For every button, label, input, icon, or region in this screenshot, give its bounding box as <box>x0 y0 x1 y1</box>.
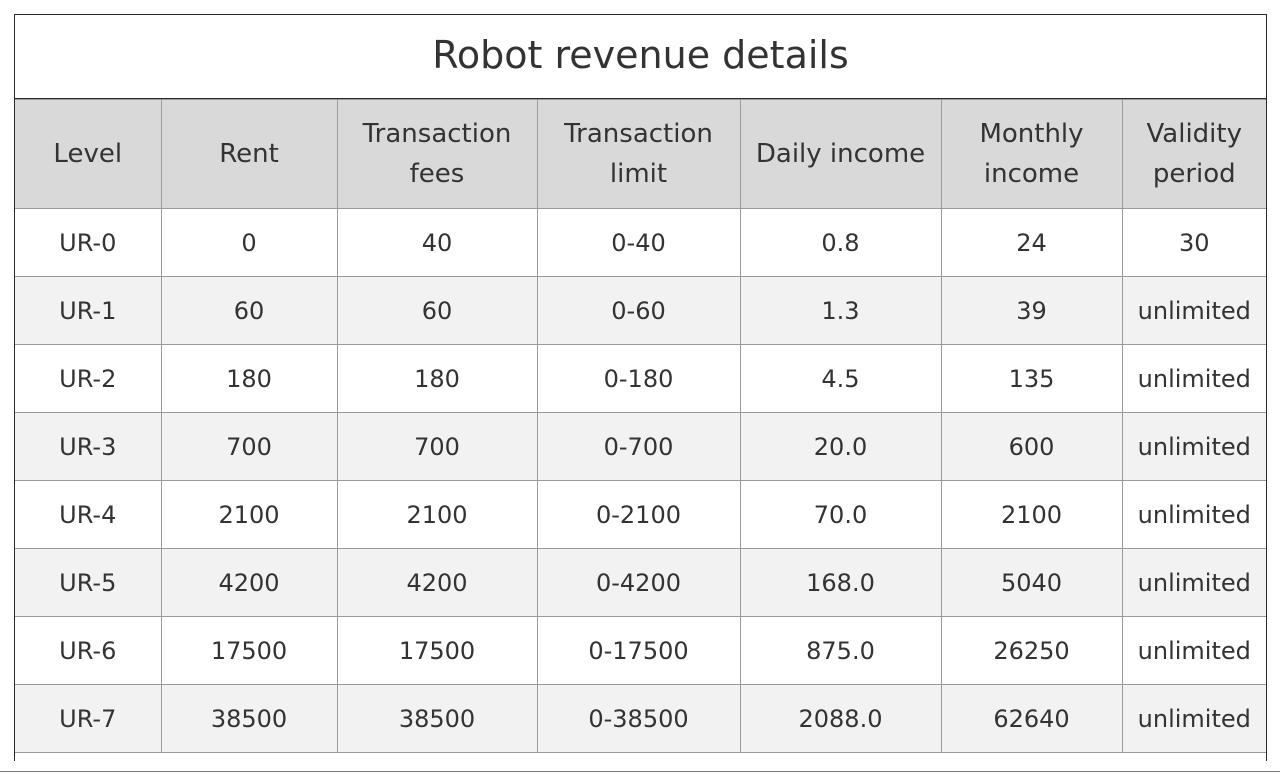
cell-validity-period: unlimited <box>1121 548 1266 617</box>
cell-validity-period: unlimited <box>1121 480 1266 549</box>
cell-monthly-income: 600 <box>940 412 1123 481</box>
column-header-rent: Rent <box>160 99 338 209</box>
cell-monthly-income: 135 <box>940 344 1123 413</box>
table-row: UR-3 700 700 0-700 20.0 600 unlimited <box>15 412 1266 481</box>
cell-validity-period: 30 <box>1121 208 1266 277</box>
cell-level: UR-1 <box>15 276 162 345</box>
cell-transaction-fees: 700 <box>336 412 538 481</box>
cell-transaction-fees: 60 <box>336 276 538 345</box>
cell-transaction-limit: 0-40 <box>536 208 741 277</box>
cell-daily-income: 2088.0 <box>739 684 942 753</box>
cell-daily-income: 70.0 <box>739 480 942 549</box>
cell-transaction-limit: 0-2100 <box>536 480 741 549</box>
column-header-transaction-limit: Transaction limit <box>536 99 741 209</box>
cell-rent: 17500 <box>160 616 338 685</box>
cell-level: UR-3 <box>15 412 162 481</box>
cell-daily-income: 1.3 <box>739 276 942 345</box>
cell-level: UR-6 <box>15 616 162 685</box>
cell-transaction-fees: 40 <box>336 208 538 277</box>
header-row: Level Rent Transaction fees Transaction … <box>15 99 1266 209</box>
cell-transaction-fees: 38500 <box>336 684 538 753</box>
cell-transaction-fees: 2100 <box>336 480 538 549</box>
column-header-daily-income: Daily income <box>739 99 942 209</box>
revenue-table: Level Rent Transaction fees Transaction … <box>15 99 1266 753</box>
column-header-level: Level <box>15 99 162 209</box>
cell-level: UR-2 <box>15 344 162 413</box>
cell-validity-period: unlimited <box>1121 684 1266 753</box>
cell-transaction-limit: 0-38500 <box>536 684 741 753</box>
bottom-divider <box>0 771 1280 772</box>
cell-daily-income: 0.8 <box>739 208 942 277</box>
table-body: UR-0 0 40 0-40 0.8 24 30 UR-1 60 60 0-60 1.3 39 unlim… <box>15 208 1266 753</box>
cell-monthly-income: 39 <box>940 276 1123 345</box>
cell-rent: 4200 <box>160 548 338 617</box>
table-title: Robot revenue details <box>15 15 1266 99</box>
cell-level: UR-5 <box>15 548 162 617</box>
cell-transaction-limit: 0-180 <box>536 344 741 413</box>
cell-daily-income: 20.0 <box>739 412 942 481</box>
cell-rent: 60 <box>160 276 338 345</box>
cell-daily-income: 4.5 <box>739 344 942 413</box>
cell-monthly-income: 2100 <box>940 480 1123 549</box>
cell-level: UR-4 <box>15 480 162 549</box>
cell-level: UR-0 <box>15 208 162 277</box>
cell-rent: 38500 <box>160 684 338 753</box>
cell-transaction-limit: 0-700 <box>536 412 741 481</box>
table-row: UR-0 0 40 0-40 0.8 24 30 <box>15 208 1266 277</box>
cell-validity-period: unlimited <box>1121 344 1266 413</box>
cell-rent: 0 <box>160 208 338 277</box>
cell-validity-period: unlimited <box>1121 412 1266 481</box>
cell-rent: 700 <box>160 412 338 481</box>
table-row: UR-7 38500 38500 0-38500 2088.0 62640 unlimite… <box>15 684 1266 753</box>
table-row: UR-6 17500 17500 0-17500 875.0 26250 unlimited <box>15 616 1266 685</box>
cell-transaction-fees: 180 <box>336 344 538 413</box>
cell-transaction-limit: 0-60 <box>536 276 741 345</box>
column-header-monthly-income: Monthly income <box>940 99 1123 209</box>
cell-daily-income: 168.0 <box>739 548 942 617</box>
cell-daily-income: 875.0 <box>739 616 942 685</box>
column-header-validity-period: Validity period <box>1121 99 1266 209</box>
table-row: UR-1 60 60 0-60 1.3 39 unlimited <box>15 276 1266 345</box>
cell-validity-period: unlimited <box>1121 276 1266 345</box>
cell-rent: 180 <box>160 344 338 413</box>
cell-monthly-income: 26250 <box>940 616 1123 685</box>
cell-monthly-income: 62640 <box>940 684 1123 753</box>
cell-transaction-limit: 0-17500 <box>536 616 741 685</box>
cell-validity-period: unlimited <box>1121 616 1266 685</box>
cell-transaction-fees: 17500 <box>336 616 538 685</box>
table-row: UR-4 2100 2100 0-2100 70.0 2100 unlimited <box>15 480 1266 549</box>
revenue-table-card: Robot revenue details Level Rent Transac… <box>14 14 1267 761</box>
cell-monthly-income: 5040 <box>940 548 1123 617</box>
table-row: UR-5 4200 4200 0-4200 168.0 5040 unlimited <box>15 548 1266 617</box>
cell-monthly-income: 24 <box>940 208 1123 277</box>
column-header-transaction-fees: Transaction fees <box>336 99 538 209</box>
table-row: UR-2 180 180 0-180 4.5 135 unlimited <box>15 344 1266 413</box>
cell-level: UR-7 <box>15 684 162 753</box>
cell-transaction-limit: 0-4200 <box>536 548 741 617</box>
cell-transaction-fees: 4200 <box>336 548 538 617</box>
cell-rent: 2100 <box>160 480 338 549</box>
